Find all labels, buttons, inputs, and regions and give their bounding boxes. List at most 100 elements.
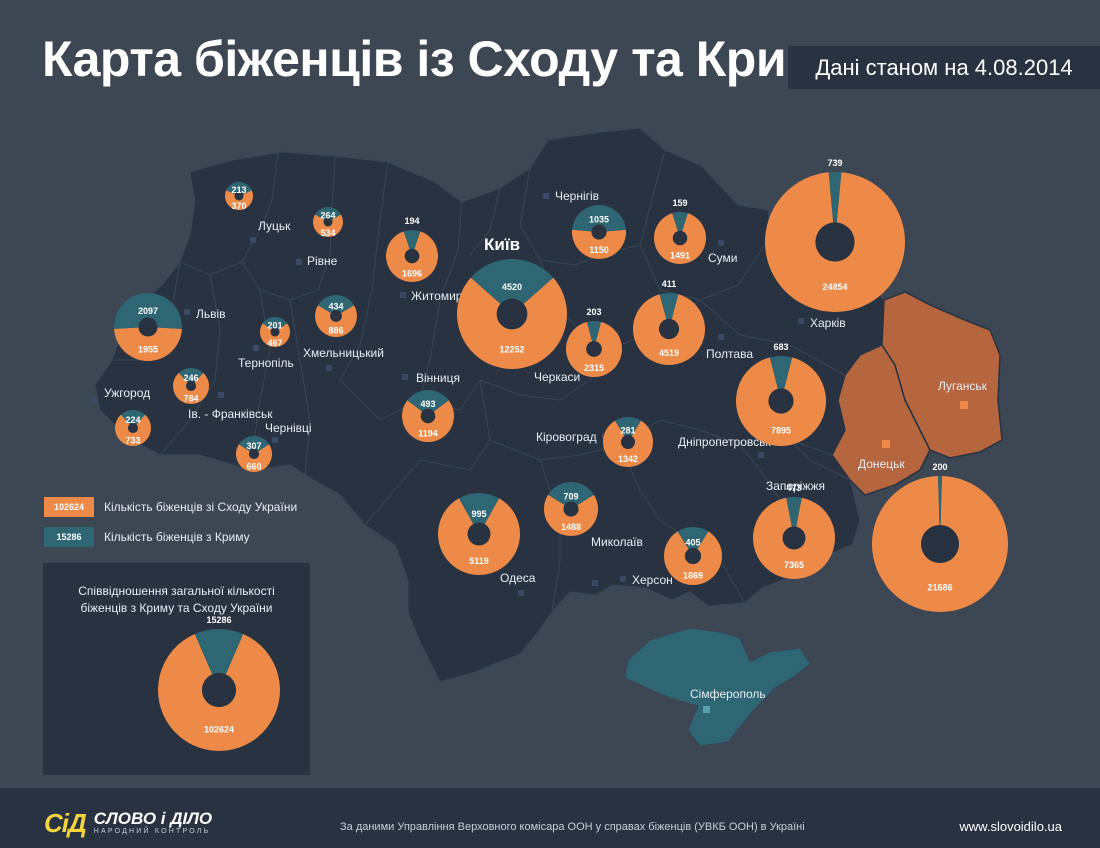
- ratio-east-label: 102624: [204, 724, 234, 734]
- pie-dnipropetrovsk-east-label: 7895: [771, 425, 791, 435]
- pie-ternopil-east-label: 467: [267, 338, 282, 348]
- pie-chernihiv-crimea-slice: [572, 204, 626, 232]
- pie-cherkasy-pie-hole: [586, 341, 602, 357]
- ratio-pie: 15286 102624: [158, 615, 280, 751]
- pie-dnipropetrovsk-pie-hole: [768, 388, 794, 414]
- city-kirovohrad: Кіровоград: [536, 430, 597, 444]
- pie-kherson-east-label: 1869: [683, 570, 703, 580]
- pie-zhytomyr-east-label: 1696: [402, 269, 422, 279]
- ratio-pie-hole: [201, 672, 237, 708]
- pie-chernivtsi-crimea-slice: [238, 436, 270, 454]
- donetsk-marker: [882, 440, 890, 448]
- city-uzhhorod: Ужгород: [104, 386, 150, 400]
- pie-zaporizhzhia-crimea-slice: [786, 497, 802, 538]
- pie-mykolaiv-crimea-slice: [548, 482, 594, 509]
- ratio-title-line1: Співвідношення загальної кількості: [78, 584, 275, 598]
- pie-volyn-east-label: 370: [231, 201, 246, 211]
- city-donetsk: Донецьк: [858, 457, 905, 471]
- pie-kirovohrad-crimea-label: 281: [620, 426, 635, 436]
- pie-kirovohrad-crimea-slice: [615, 417, 641, 442]
- refugee-pies: 213 370 264 534 2097 1955 201 467 434 886 194 1696 4…: [114, 158, 1009, 612]
- pie-sumy-crimea-label: 159: [672, 198, 687, 208]
- city-mykolaiv: Миколаїв: [591, 535, 643, 549]
- ratio-title-line2: біженців з Криму та Сходу України: [80, 601, 273, 615]
- city-poltava: Полтава: [706, 347, 753, 361]
- oblast-borders: [112, 149, 851, 613]
- pie-mykolaiv-pie-hole: [563, 501, 579, 517]
- pie-kherson-crimea-slice: [677, 526, 709, 556]
- logo-text: СЛОВО і ДІЛО НАРОДНИЙ КОНТРОЛЬ: [94, 810, 212, 837]
- pie-sumy-pie-hole: [672, 230, 688, 246]
- pie-ivano_frankivsk-crimea-label: 246: [183, 373, 198, 383]
- pie-volyn-crimea-label: 213: [231, 185, 246, 195]
- ukraine-map: Луцьк Рівне Львів Тернопіль Хмельницький…: [92, 127, 1009, 747]
- pie-poltava-crimea-slice: [659, 293, 679, 329]
- pie-khmelnytskyi-east-label: 886: [328, 326, 343, 336]
- city-kharkiv: Харків: [810, 316, 846, 330]
- city-sumy: Суми: [708, 251, 737, 265]
- crimea-region: [624, 627, 811, 747]
- pie-mykolaiv-east-label: 1488: [561, 522, 581, 532]
- pie-donetsk-crimea-slice: [938, 475, 942, 544]
- pie-zaporizhzhia-pie-hole: [782, 526, 806, 550]
- pie-dnipropetrovsk-crimea-slice: [769, 356, 793, 401]
- pie-khmelnytskyi-crimea-slice: [317, 294, 355, 316]
- city-lutsk: Луцьк: [258, 219, 291, 233]
- pie-lviv-crimea-label: 2097: [138, 306, 158, 316]
- city-kherson: Херсон: [632, 573, 673, 587]
- pie-rivne-crimea-slice: [315, 206, 341, 222]
- pie-chernihiv-pie-hole: [591, 224, 607, 240]
- pie-zhytomyr-crimea-label: 194: [404, 216, 419, 226]
- pie-lviv-east-label: 1955: [138, 345, 158, 355]
- pie-donetsk-crimea-label: 200: [932, 462, 947, 472]
- legend-crimea-value: 15286: [44, 527, 94, 547]
- city-khmelnytskyi: Хмельницький: [303, 346, 384, 360]
- pie-chernihiv-east-label: 1150: [589, 245, 609, 255]
- pie-lviv-pie-hole: [138, 317, 158, 337]
- city-odesa: Одеса: [500, 571, 536, 585]
- pie-volyn-pie-hole: [234, 191, 244, 201]
- pie-odesa-crimea-label: 995: [471, 509, 486, 519]
- pie-khmelnytskyi-pie-hole: [330, 310, 342, 322]
- pie-chernihiv-crimea-label: 1035: [589, 214, 609, 224]
- pie-ivano_frankivsk-pie-hole: [185, 380, 197, 392]
- logo-subtitle: НАРОДНИЙ КОНТРОЛЬ: [93, 828, 211, 835]
- city-kyiv: Київ: [484, 235, 520, 254]
- pie-ternopil-crimea-slice: [262, 317, 288, 332]
- pie-odesa-crimea-slice: [458, 492, 500, 534]
- pie-rivne-pie-hole: [323, 217, 333, 227]
- city-dnipropetrovsk: Дніпропетровськ: [678, 435, 771, 449]
- pie-kharkiv-crimea-label: 739: [827, 158, 842, 168]
- pie-lviv-crimea-slice: [114, 293, 182, 329]
- pie-vinnytsia-east-label: 1194: [418, 429, 438, 439]
- footer: СіД СЛОВО і ДІЛО НАРОДНИЙ КОНТРОЛЬ За да…: [0, 788, 1100, 848]
- pie-chernihiv-east-slice: [572, 229, 626, 259]
- city-rivne: Рівне: [307, 254, 338, 268]
- legend-crimea: 15286 Кількість біженців з Криму: [44, 527, 297, 547]
- city-zaporizhzhia: Запоріжжя: [766, 479, 825, 493]
- legend-east-value: 102624: [44, 497, 94, 517]
- logo-name: СЛОВО і ДІЛО: [93, 809, 213, 828]
- city-lviv: Львів: [196, 307, 226, 321]
- pie-kyiv-pie-hole: [496, 298, 528, 330]
- pie-zaporizhzhia-east-label: 7365: [784, 560, 804, 570]
- pie-cherkasy-crimea-slice: [586, 320, 602, 349]
- pie-poltava-pie-hole: [658, 318, 680, 340]
- city-zhytomyr: Житомир: [411, 289, 463, 303]
- legend-crimea-label: Кількість біженців з Криму: [104, 530, 250, 544]
- logo-mark: СіД: [44, 808, 87, 838]
- pie-kyiv-east-label: 12252: [499, 345, 524, 355]
- pie-ternopil-crimea-label: 201: [267, 321, 282, 331]
- pie-vinnytsia-crimea-slice: [407, 390, 449, 416]
- city-vinnytsia: Вінниця: [416, 371, 460, 385]
- pie-kirovohrad-pie-hole: [621, 435, 635, 449]
- legend-east-label: Кількість біженців зі Сходу України: [104, 500, 298, 514]
- pie-zakarpattia-east-label: 733: [125, 436, 140, 446]
- city-cherkasy: Черкаси: [534, 370, 580, 384]
- pie-ivano_frankivsk-east-label: 784: [183, 394, 198, 404]
- pie-rivne-east-label: 534: [320, 228, 335, 238]
- pie-ivano_frankivsk-crimea-slice: [178, 367, 204, 386]
- pie-kyiv-crimea-slice: [470, 259, 554, 314]
- site-link[interactable]: www.slovoidilo.ua: [959, 819, 1062, 834]
- source-note: За даними Управління Верховного комісара…: [340, 821, 805, 833]
